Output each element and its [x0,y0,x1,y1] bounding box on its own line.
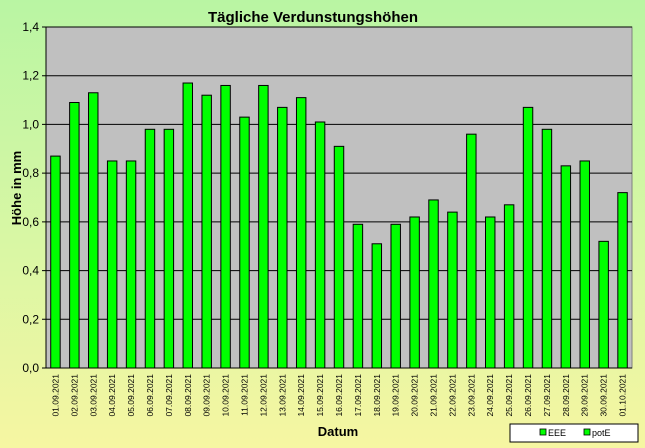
legend-label: EEE [548,428,566,438]
bar [144,128,156,369]
bar [182,82,193,369]
chart-title: Tägliche Verdunstungshöhen [208,9,418,26]
x-tick-label: 09.09.2021 [202,374,212,417]
bar [50,155,61,369]
y-tick-labels: 0,0 0,2 0,4 0,6 0,8 1,0 1,2 1,4 [22,20,39,375]
bars [50,82,628,369]
x-tick-label: 23.09.2021 [466,374,476,417]
x-tick-label: 15.09.2021 [315,374,325,417]
bar [106,160,118,369]
bar [163,128,175,369]
bar [295,97,307,369]
bar [409,216,420,369]
x-tick-label: 19.09.2021 [391,374,401,417]
bar [239,116,250,369]
bar [541,128,553,369]
x-tick-label: 01.10.2021 [618,374,628,417]
x-tick-label: 29.09.2021 [580,374,590,417]
legend-label: potE [592,428,611,438]
x-tick-label: 08.09.2021 [183,374,193,417]
bar [617,192,628,369]
x-tick-label: 07.09.2021 [164,374,174,417]
bar [352,223,364,369]
x-tick-label: 10.09.2021 [221,374,231,417]
bar [314,121,326,369]
bar [69,102,80,369]
bar [201,94,212,369]
bar [390,223,401,369]
grid-lines [42,26,632,369]
y-tick-label: 0,2 [22,312,39,326]
x-tick-label: 01.09.2021 [50,374,60,417]
bar [485,216,496,369]
x-tick-label: 02.09.2021 [69,374,79,417]
x-tick-label: 03.09.2021 [88,374,98,417]
bar [522,106,534,369]
bar [428,199,439,369]
bar [503,204,515,369]
x-tick-label: 04.09.2021 [107,374,117,417]
y-tick-label: 0,4 [22,264,39,278]
y-tick-label: 1,4 [22,20,39,34]
bar [598,240,609,369]
y-tick-label: 1,0 [22,117,39,131]
x-tick-label: 26.09.2021 [523,374,533,417]
x-tick-label: 17.09.2021 [353,374,363,417]
x-axis-label: Datum [318,424,358,439]
x-tick-labels: 01.09.2021 02.09.2021 03.09.2021 04.09.2021… [50,374,627,417]
bar [220,84,231,369]
bar [466,133,477,369]
x-tick-label: 06.09.2021 [145,374,155,417]
bar [371,243,383,369]
x-tick-label: 14.09.2021 [296,374,306,417]
x-tick-label: 28.09.2021 [561,374,571,417]
x-tick-label: 25.09.2021 [504,374,514,417]
y-tick-label: 0,6 [22,215,39,229]
legend: EEE potE [509,423,639,443]
y-tick-label: 1,2 [22,69,39,83]
y-axis-label: Höhe in mm [9,151,24,225]
y-tick-label: 0,8 [22,166,39,180]
x-tick-label: 18.09.2021 [372,374,382,417]
x-tick-label: 30.09.2021 [599,374,609,417]
legend-swatch [583,428,591,436]
bar [277,106,288,369]
bar [579,160,590,369]
x-tick-label: 20.09.2021 [410,374,420,417]
bar [560,165,572,369]
bar [258,84,269,369]
x-tick-label: 05.09.2021 [126,374,136,417]
x-tick-label: 16.09.2021 [334,374,344,417]
x-tick-label: 12.09.2021 [258,374,268,417]
bar [125,160,137,369]
x-tick-label: 11.09.2021 [239,374,249,416]
bar [88,92,99,369]
legend-box [509,423,639,443]
x-tick-label: 22.09.2021 [447,374,457,417]
bar [333,145,345,369]
x-tick-label: 24.09.2021 [485,374,495,417]
x-tick-label: 27.09.2021 [542,374,552,417]
x-tick-label: 13.09.2021 [277,374,287,417]
legend-swatch [539,428,547,436]
y-tick-label: 0,0 [22,361,39,375]
bar [447,211,458,369]
x-tick-label: 21.09.2021 [429,374,439,417]
